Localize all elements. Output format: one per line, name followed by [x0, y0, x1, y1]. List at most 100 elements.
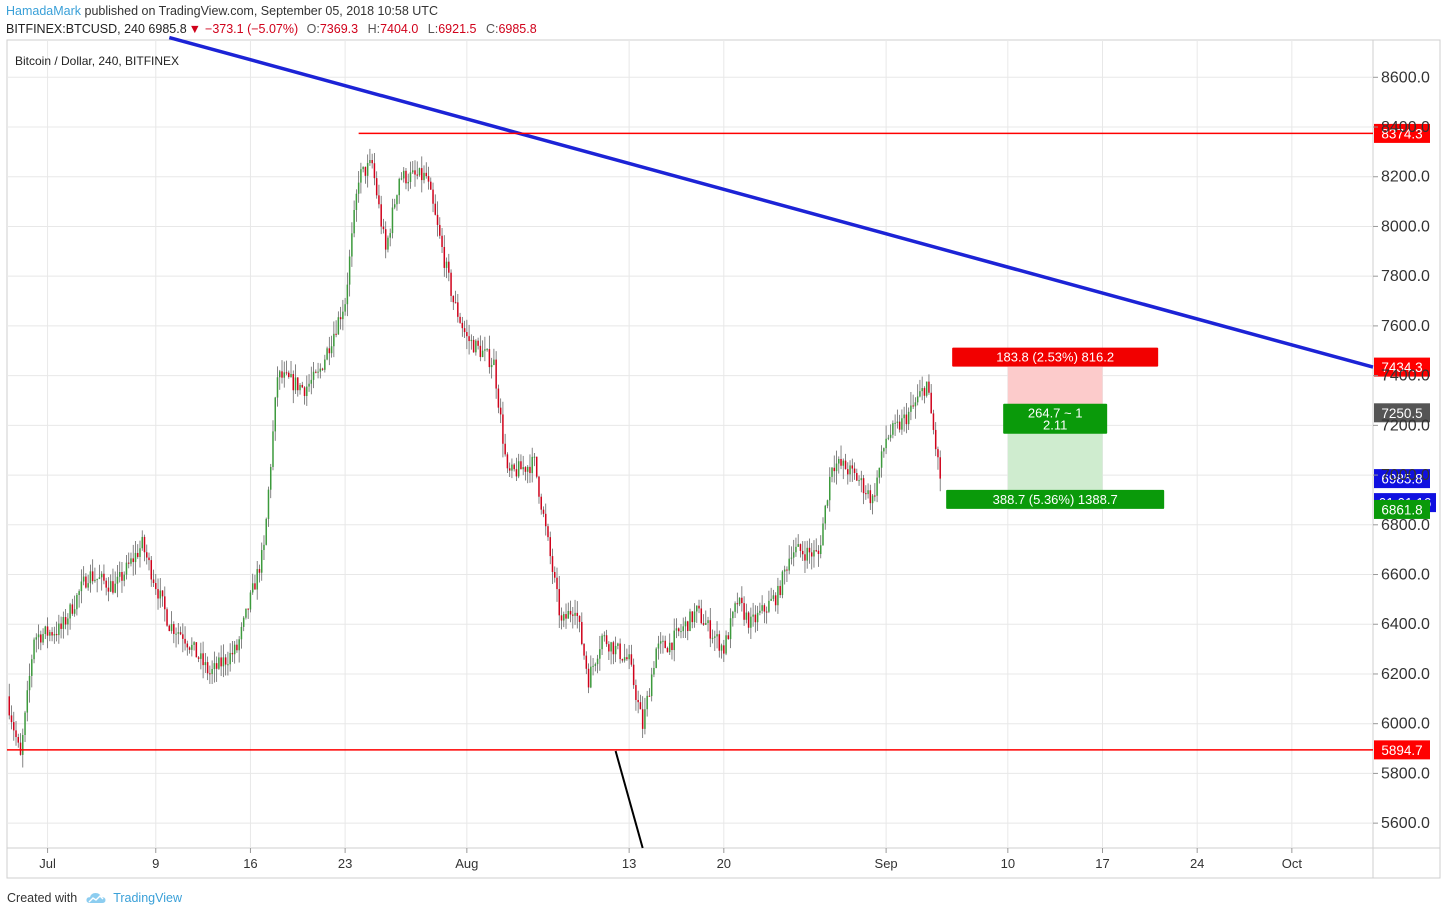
candle-up: [272, 431, 274, 467]
candle-up: [28, 675, 31, 691]
candle-down: [626, 657, 628, 660]
candle-up: [813, 550, 815, 557]
candle-down: [671, 642, 673, 651]
candle-up: [574, 612, 576, 616]
candle-down: [698, 605, 700, 609]
candle-up: [100, 573, 103, 578]
candle-down: [292, 374, 295, 391]
candle-up: [907, 411, 910, 425]
candle-down: [939, 457, 941, 479]
candle-up: [849, 465, 851, 475]
candle-up: [705, 623, 707, 625]
candle-up: [770, 598, 772, 601]
candle-up: [22, 734, 24, 755]
candle-up: [276, 377, 279, 398]
candle-down: [247, 608, 249, 610]
candle-up: [684, 621, 687, 627]
candle-up: [738, 597, 741, 605]
candle-up: [342, 311, 344, 320]
candle-down: [799, 544, 802, 551]
x-tick-label: 9: [152, 856, 159, 871]
symbol-quote-line: BITFINEX:BTCUSD, 240 6985.8 ▼ −373.1 (−5.0…: [6, 21, 543, 37]
candle-up: [312, 371, 315, 380]
candle-up: [892, 423, 894, 435]
candle-up: [650, 674, 653, 697]
candle-down: [932, 413, 935, 430]
candle-down: [161, 590, 164, 597]
candle-down: [853, 468, 856, 474]
candle-down: [452, 295, 455, 303]
candle-up: [826, 500, 829, 506]
candle-up: [42, 634, 44, 643]
candle-down: [572, 614, 574, 616]
candle-up: [614, 645, 617, 655]
candle-up: [772, 595, 775, 599]
candle-up: [795, 546, 797, 553]
candle-up: [35, 637, 38, 640]
candle-down: [173, 624, 175, 634]
candle-down: [585, 655, 588, 669]
candle-down: [833, 467, 836, 472]
high-value: 7404.0: [380, 22, 419, 36]
candle-up: [914, 402, 917, 407]
candle-up: [229, 652, 231, 665]
candle-up: [348, 256, 351, 285]
candle-up: [211, 669, 213, 675]
candle-down: [457, 302, 459, 317]
candle-down: [297, 377, 299, 391]
candle-up: [267, 489, 270, 519]
candle-up: [644, 709, 646, 729]
stop-loss-label-bg: [952, 347, 1159, 367]
candle-down: [612, 642, 615, 655]
resistance-price-tag: 8374.3: [1374, 123, 1430, 143]
candle-up: [233, 644, 236, 655]
candle-up: [470, 339, 473, 342]
support-price-tag-bg: [1374, 740, 1430, 760]
candle-down: [515, 469, 518, 477]
candle-down: [436, 214, 439, 225]
y-tick-label: 8200.0: [1381, 169, 1430, 186]
author-link[interactable]: HamadaMark: [6, 4, 82, 18]
candle-down: [186, 643, 189, 648]
candle-down: [375, 178, 378, 196]
candle-down: [747, 612, 750, 628]
tradingview-link[interactable]: TradingView: [113, 891, 182, 905]
candle-down: [454, 302, 457, 304]
candle-down: [150, 560, 153, 580]
candle-down: [608, 644, 610, 652]
profit-target-label-bg: [946, 489, 1165, 509]
candle-down: [488, 349, 491, 368]
candle-up: [265, 518, 267, 545]
candle-up: [531, 456, 533, 474]
candle-up: [346, 284, 349, 305]
candle-up: [659, 641, 662, 644]
candle-up: [200, 653, 202, 659]
candle-up: [610, 642, 612, 652]
candle-down: [549, 537, 551, 557]
downtrend-line: [614, 750, 644, 849]
candle-down: [328, 348, 331, 354]
candle-up: [245, 608, 247, 618]
candle-down: [621, 659, 624, 661]
candle-up: [391, 207, 394, 234]
candle-up: [402, 170, 405, 179]
candle-up: [94, 579, 96, 582]
candle-down: [869, 490, 872, 504]
candle-up: [274, 397, 276, 432]
candle-up: [752, 614, 754, 617]
candle-down: [195, 642, 198, 658]
candle-up: [357, 182, 360, 194]
candle-up: [31, 659, 33, 676]
candle-down: [463, 328, 466, 333]
candle-up: [925, 381, 928, 396]
candle-up: [82, 576, 85, 582]
candle-up: [716, 634, 718, 637]
candle-down: [405, 170, 407, 184]
candle-down: [547, 526, 549, 538]
candle-down: [132, 558, 134, 563]
candle-down: [148, 557, 150, 561]
candle-up: [218, 657, 220, 669]
candle-up: [238, 639, 240, 651]
candle-up: [326, 348, 328, 360]
